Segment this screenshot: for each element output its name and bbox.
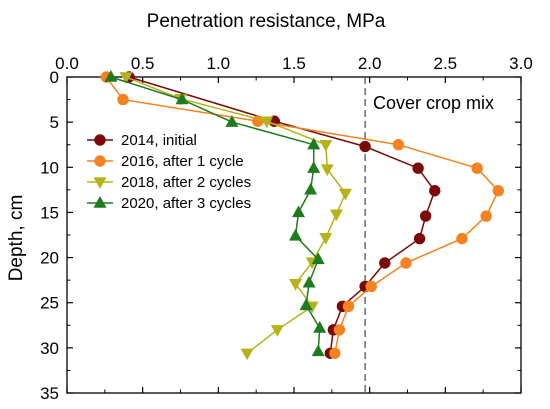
axis-ticks-group: 0.0 0.5 1.0 1.5 2.0 2.5 3.0 0 5 10 15 20 25 30 35 xyxy=(40,54,533,403)
data-point xyxy=(93,177,107,190)
data-point xyxy=(104,69,118,82)
series-group xyxy=(100,69,505,361)
data-point xyxy=(175,92,189,105)
data-point xyxy=(480,210,492,222)
data-point xyxy=(329,347,341,359)
data-point xyxy=(320,164,334,177)
x-tick-label: 0.0 xyxy=(55,54,79,73)
data-point xyxy=(93,195,107,208)
data-point xyxy=(379,257,391,269)
data-point xyxy=(400,257,412,269)
y-axis-title: Depth, cm xyxy=(6,195,27,282)
data-point xyxy=(117,93,129,106)
x-axis-title: Penetration resistance, MPa xyxy=(147,11,386,32)
data-point xyxy=(333,324,346,336)
series-0 xyxy=(123,71,441,359)
legend-label: 2018, after 2 cycles xyxy=(121,174,251,191)
x-tick-label: 2.0 xyxy=(358,54,382,73)
data-point xyxy=(342,300,355,313)
series-2 xyxy=(119,72,352,361)
legend: 2014, initial 2016, after 1 cycle 2018, af… xyxy=(87,132,251,212)
data-point xyxy=(260,116,274,129)
y-tick-label: 25 xyxy=(40,294,59,313)
data-point xyxy=(225,115,239,127)
data-point xyxy=(338,188,352,201)
data-point xyxy=(412,162,424,174)
x-tick-label: 3.0 xyxy=(509,54,533,73)
data-point xyxy=(289,228,302,241)
data-point xyxy=(119,72,133,85)
data-point xyxy=(329,209,343,222)
legend-item-3: 2020, after 3 cycles xyxy=(87,195,251,212)
data-point xyxy=(307,161,321,173)
y-tick-label: 35 xyxy=(40,384,59,403)
data-point xyxy=(319,140,333,152)
data-point xyxy=(302,275,316,288)
data-point xyxy=(456,232,468,245)
x-tick-label: 0.5 xyxy=(131,54,155,73)
y-tick-label: 5 xyxy=(50,113,59,132)
data-point xyxy=(270,325,284,337)
legend-item-0: 2014, initial xyxy=(87,132,197,149)
series-line xyxy=(110,76,321,352)
series-1 xyxy=(100,71,505,359)
data-point xyxy=(471,162,483,174)
data-point xyxy=(94,134,106,146)
cover-crop-annotation: Cover crop mix xyxy=(373,93,494,113)
data-point xyxy=(319,233,333,245)
data-point xyxy=(240,348,254,361)
legend-label: 2020, after 3 cycles xyxy=(121,195,251,212)
x-tick-label: 1.0 xyxy=(207,54,231,73)
legend-label: 2014, initial xyxy=(121,132,197,149)
series-3 xyxy=(104,69,327,357)
data-point xyxy=(311,252,325,265)
y-tick-label: 10 xyxy=(40,158,59,177)
data-point xyxy=(413,232,426,245)
data-point xyxy=(94,155,106,167)
y-tick-label: 30 xyxy=(40,339,59,358)
x-tick-label: 2.5 xyxy=(434,54,458,73)
data-point xyxy=(429,185,441,197)
data-point xyxy=(492,185,505,197)
data-point xyxy=(289,279,302,291)
y-tick-label: 15 xyxy=(40,203,59,222)
data-point xyxy=(311,344,325,357)
series-line xyxy=(128,76,436,354)
x-tick-label: 1.5 xyxy=(282,54,306,73)
legend-item-2: 2018, after 2 cycles xyxy=(87,174,251,191)
data-point xyxy=(307,137,321,150)
data-point xyxy=(365,280,377,293)
data-point xyxy=(292,205,306,218)
data-point xyxy=(313,320,327,333)
data-point xyxy=(304,182,318,195)
data-point xyxy=(359,140,371,153)
legend-label: 2016, after 1 cycle xyxy=(121,153,244,170)
data-point xyxy=(392,139,405,151)
y-tick-label: 20 xyxy=(40,249,59,268)
y-tick-label: 0 xyxy=(50,68,59,87)
data-point xyxy=(419,210,432,222)
legend-item-1: 2016, after 1 cycle xyxy=(87,153,244,170)
data-point xyxy=(299,298,313,311)
